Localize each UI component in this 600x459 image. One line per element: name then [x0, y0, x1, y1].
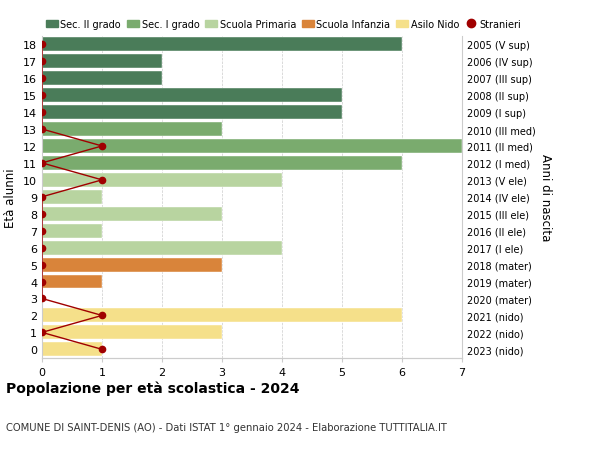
Text: COMUNE DI SAINT-DENIS (AO) - Dati ISTAT 1° gennaio 2024 - Elaborazione TUTTITALI: COMUNE DI SAINT-DENIS (AO) - Dati ISTAT … — [6, 422, 447, 432]
Bar — [42, 157, 402, 170]
Bar — [42, 55, 162, 69]
Bar — [42, 38, 402, 52]
Bar — [42, 140, 462, 154]
Y-axis label: Anni di nascita: Anni di nascita — [539, 154, 552, 241]
Bar — [42, 106, 342, 120]
Y-axis label: Età alunni: Età alunni — [4, 168, 17, 227]
Bar — [42, 326, 222, 340]
Bar — [42, 207, 222, 221]
Legend: Sec. II grado, Sec. I grado, Scuola Primaria, Scuola Infanzia, Asilo Nido, Stran: Sec. II grado, Sec. I grado, Scuola Prim… — [42, 16, 526, 34]
Bar — [42, 89, 342, 103]
Bar — [42, 342, 102, 357]
Text: Popolazione per età scolastica - 2024: Popolazione per età scolastica - 2024 — [6, 381, 299, 396]
Bar — [42, 224, 102, 238]
Bar — [42, 241, 282, 255]
Bar — [42, 275, 102, 289]
Bar — [42, 174, 282, 187]
Bar — [42, 123, 222, 137]
Bar — [42, 72, 162, 86]
Bar — [42, 258, 222, 272]
Bar — [42, 190, 102, 204]
Bar — [42, 309, 402, 323]
